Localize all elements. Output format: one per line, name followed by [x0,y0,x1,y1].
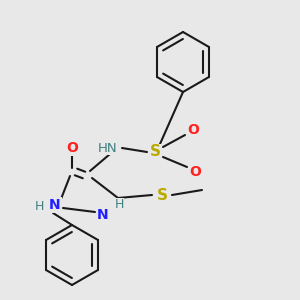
Text: H: H [34,200,44,214]
Text: N: N [49,198,61,212]
Text: HN: HN [98,142,118,154]
Text: S: S [149,145,161,160]
Text: N: N [97,208,109,222]
Text: O: O [187,123,199,137]
Text: O: O [189,165,201,179]
Text: H: H [114,199,124,212]
Text: S: S [157,188,167,202]
Text: O: O [66,141,78,155]
